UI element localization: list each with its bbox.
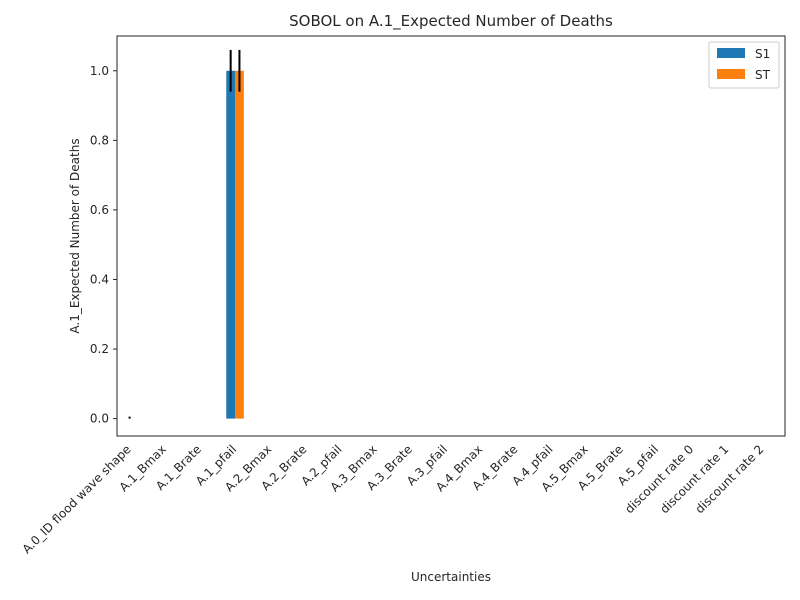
legend-label-st: ST	[755, 68, 771, 82]
y-tick-label: 0.4	[90, 272, 109, 286]
y-axis-label: A.1_Expected Number of Deaths	[68, 138, 82, 333]
legend-label-s1: S1	[755, 47, 770, 61]
bar-st	[235, 70, 244, 419]
y-tick-label: 0.0	[90, 412, 109, 426]
legend-swatch-st	[717, 69, 745, 79]
y-tick-label: 1.0	[90, 64, 109, 78]
y-tick-label: 0.6	[90, 203, 109, 217]
plot-area-frame	[116, 35, 786, 437]
x-axis-label: Uncertainties	[411, 570, 491, 584]
x-axis-ticks: A.0_ID flood wave shapeA.1_BmaxA.1_Brate…	[20, 442, 767, 556]
x-tick-label: A.0_ID flood wave shape	[20, 442, 134, 556]
y-axis-ticks: 0.0 0.2 0.4 0.6 0.8 1.0	[90, 64, 117, 426]
chart-title: SOBOL on A.1_Expected Number of Deaths	[289, 12, 613, 31]
bar-s1	[226, 70, 236, 419]
y-tick-label: 0.2	[90, 342, 109, 356]
legend: S1 ST	[708, 41, 780, 89]
legend-swatch-s1	[717, 48, 745, 58]
bars-layer	[226, 70, 244, 419]
y-tick-label: 0.8	[90, 133, 109, 147]
errorbars-layer	[128, 49, 241, 419]
